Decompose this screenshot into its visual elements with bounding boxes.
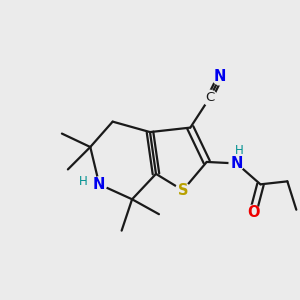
Text: N: N bbox=[214, 69, 226, 84]
Text: S: S bbox=[178, 183, 188, 198]
Text: O: O bbox=[247, 205, 259, 220]
Circle shape bbox=[92, 177, 107, 192]
Circle shape bbox=[246, 205, 260, 220]
Text: C: C bbox=[205, 91, 214, 104]
Text: H: H bbox=[79, 175, 88, 188]
Text: N: N bbox=[93, 177, 105, 192]
Circle shape bbox=[212, 69, 228, 85]
Circle shape bbox=[176, 183, 190, 198]
Circle shape bbox=[202, 90, 217, 105]
Text: H: H bbox=[235, 144, 244, 158]
Circle shape bbox=[229, 156, 244, 171]
Text: N: N bbox=[230, 156, 243, 171]
